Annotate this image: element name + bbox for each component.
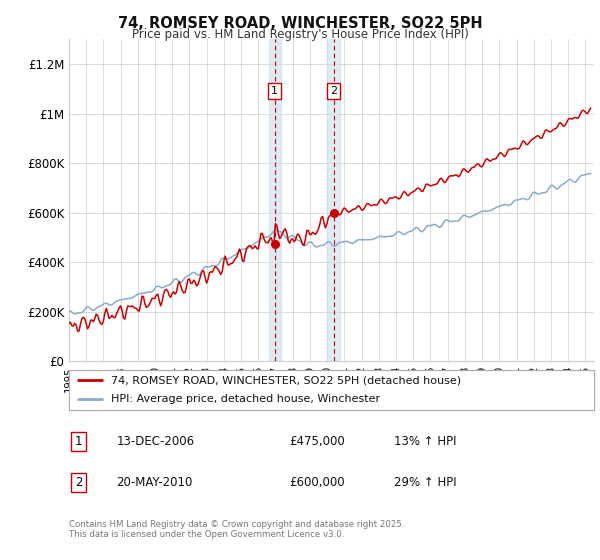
Text: £475,000: £475,000 [290, 435, 345, 448]
Text: 74, ROMSEY ROAD, WINCHESTER, SO22 5PH (detached house): 74, ROMSEY ROAD, WINCHESTER, SO22 5PH (d… [111, 376, 461, 385]
Text: 2: 2 [75, 476, 82, 489]
Text: Contains HM Land Registry data © Crown copyright and database right 2025.
This d: Contains HM Land Registry data © Crown c… [69, 520, 404, 539]
Text: £600,000: £600,000 [290, 476, 345, 489]
Text: 29% ↑ HPI: 29% ↑ HPI [395, 476, 457, 489]
Text: 13-DEC-2006: 13-DEC-2006 [116, 435, 194, 448]
Text: 1: 1 [271, 86, 278, 96]
Text: 20-MAY-2010: 20-MAY-2010 [116, 476, 193, 489]
Text: Price paid vs. HM Land Registry's House Price Index (HPI): Price paid vs. HM Land Registry's House … [131, 28, 469, 41]
Text: HPI: Average price, detached house, Winchester: HPI: Average price, detached house, Winc… [111, 394, 380, 404]
Bar [327, 39, 340, 361]
Bar [269, 39, 281, 361]
Text: 1: 1 [75, 435, 82, 448]
Text: 13% ↑ HPI: 13% ↑ HPI [395, 435, 457, 448]
Text: 2: 2 [330, 86, 337, 96]
Text: 74, ROMSEY ROAD, WINCHESTER, SO22 5PH: 74, ROMSEY ROAD, WINCHESTER, SO22 5PH [118, 16, 482, 31]
